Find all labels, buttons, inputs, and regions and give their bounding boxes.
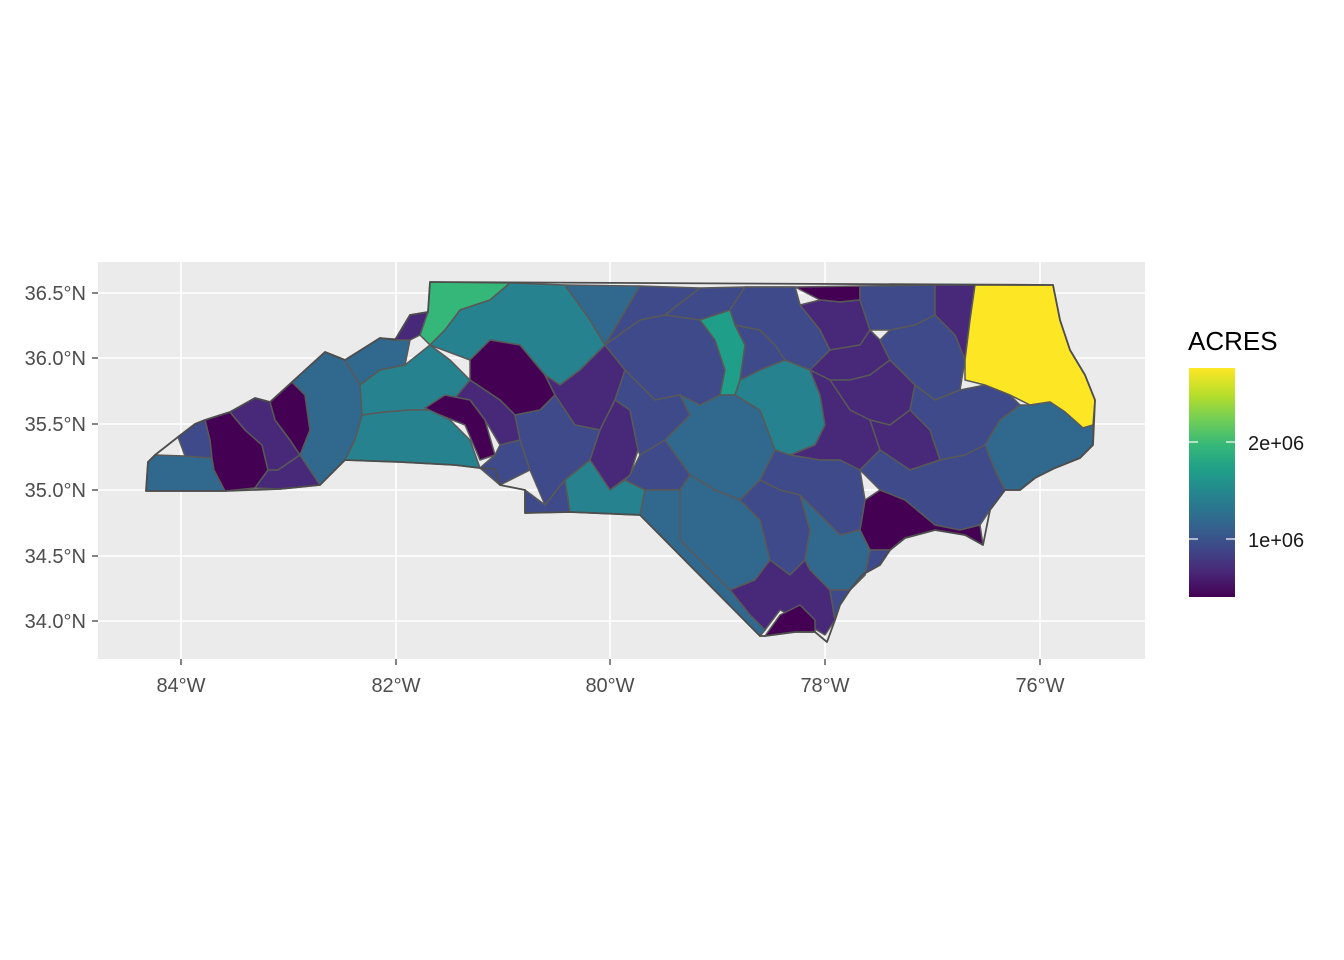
x-tick-label: 76°W <box>1015 675 1064 697</box>
y-tick-label: 36.0°N <box>25 348 86 370</box>
color-legend: ACRES 2e+06 1e+06 <box>1188 326 1304 597</box>
y-tick-label: 36.5°N <box>25 283 86 305</box>
legend-label: 1e+06 <box>1248 530 1304 552</box>
y-tick-label: 35.0°N <box>25 480 86 502</box>
legend-colorbar <box>1189 368 1235 597</box>
legend-title: ACRES <box>1188 326 1278 356</box>
x-tick-label: 82°W <box>371 675 420 697</box>
x-tick-label: 78°W <box>800 675 849 697</box>
y-tick-label: 35.5°N <box>25 414 86 436</box>
y-tick-label: 34.0°N <box>25 611 86 633</box>
state-outline <box>145 281 1096 643</box>
legend-label: 2e+06 <box>1248 433 1304 455</box>
county-columbus-robeson <box>639 489 766 637</box>
county-regions <box>145 281 1096 637</box>
x-axis-labels: 84°W 82°W 80°W 78°W 76°W <box>156 675 1064 697</box>
x-tick-label: 80°W <box>585 675 634 697</box>
y-tick-label: 34.5°N <box>25 546 86 568</box>
y-axis-labels: 36.5°N 36.0°N 35.5°N 35.0°N 34.5°N 34.0°… <box>25 283 86 633</box>
x-tick-label: 84°W <box>156 675 205 697</box>
axis-ticks <box>92 292 1041 665</box>
